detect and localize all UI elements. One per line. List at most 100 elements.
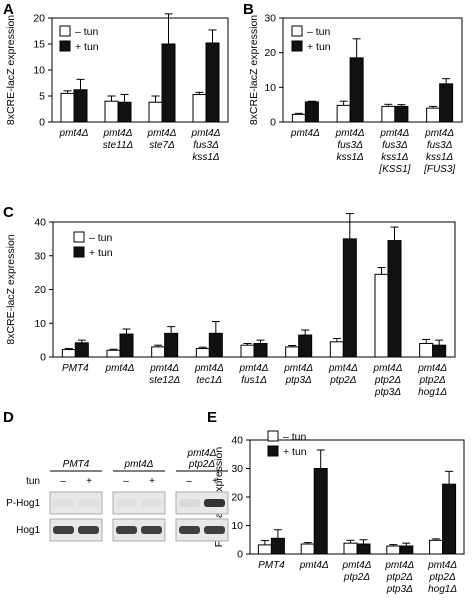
bar-plus-tun [342,238,357,358]
category-label: kss1Δ [336,152,364,163]
category-label: ptp3Δ [386,584,413,595]
blot-row-label: P-Hog1 [6,498,40,509]
lane-sign: + [212,476,218,487]
y-tick-label: 15 [33,39,45,51]
category-label: ptp2Δ [343,572,370,583]
category-label: ptp2Δ [429,572,456,583]
blot-band [116,499,137,507]
y-tick-label: 20 [231,492,243,504]
legend-swatch-minus [73,231,85,243]
category-label: kss1Δ [192,152,220,163]
bar-plus-tun [161,43,176,123]
category-label: pmt4Δ [149,363,179,374]
blot-group-label: pmt4Δ [124,459,154,470]
legend: – tun + tun [267,430,307,458]
legend-swatch-minus [267,430,279,442]
bar-plus-tun [313,468,328,555]
category-label: PMT4 [62,363,89,374]
bar-plus-tun [356,543,371,555]
category-label: fus1Δ [241,375,267,386]
blot-strip [49,518,103,542]
panel-letter-a: A [3,1,14,18]
y-tick-label: 0 [40,352,46,364]
bar-minus-tun [429,539,444,555]
legend: – tun + tun [59,25,99,53]
legend-label-plus: + tun [283,446,307,458]
blot-group-label: pmt4Δ [187,448,217,459]
lane-sign: + [86,476,92,487]
blot-band [53,526,74,534]
category-label: pmt4Δ [147,128,177,139]
category-label: pmt4Δ [373,363,403,374]
blot-band [204,526,225,534]
bar-plus-tun [442,483,457,555]
y-tick-label: 5 [39,91,45,103]
blot-group-label: PMT4 [63,459,90,470]
legend-swatch-plus [73,246,85,258]
bar-minus-tun [151,346,166,358]
category-label: ptp3Δ [285,375,312,386]
blot-band [141,499,162,507]
bar-minus-tun [104,100,119,123]
category-label: pmt4Δ [384,560,414,571]
bar-minus-tun [285,346,300,358]
y-axis-label: 8xCRE-lacZ expression [248,15,260,125]
category-label: ste11Δ [103,140,134,151]
bar-minus-tun [329,341,344,358]
bar-plus-tun [270,537,285,555]
category-label: pmt4Δ [194,363,224,374]
bar-minus-tun [426,107,441,123]
bar-minus-tun [300,543,315,555]
legend-label-minus: – tun [307,26,331,38]
bar-plus-tun [387,240,402,358]
legend-label-minus: – tun [89,232,113,244]
blot-band [204,499,225,507]
legend-label-plus: + tun [307,41,331,53]
bar-minus-tun [257,544,272,555]
legend-swatch-minus [291,25,303,37]
legend-label-minus: – tun [283,431,307,443]
bar-plus-tun [205,42,220,123]
category-label: pmt4Δ [299,560,329,571]
category-label: PMT4 [258,560,285,571]
bar-plus-tun [394,105,409,123]
y-tick-label: 10 [34,318,46,330]
bar-plus-tun [117,101,132,123]
y-tick-label: 10 [264,82,276,94]
category-label: pmt4Δ [417,363,447,374]
y-tick-label: 30 [34,250,46,262]
bar-plus-tun [432,344,447,358]
bar-minus-tun [343,542,358,555]
bar-plus-tun [119,333,134,358]
category-label: hog1Δ [418,387,447,398]
bar-minus-tun [148,101,163,123]
category-label: pmt4Δ [335,128,365,139]
bar-minus-tun [195,348,210,358]
category-label: hog1Δ [428,584,457,595]
bar-plus-tun [304,101,319,123]
category-label: fus3Δ [193,140,219,151]
blot-strip [175,491,229,515]
category-label: pmt4Δ [342,560,372,571]
blot-strip [49,491,103,515]
category-label: [FUS3] [423,164,455,175]
bar-plus-tun [73,89,88,123]
y-tick-label: 10 [231,520,243,532]
category-label: pmt4Δ [424,128,454,139]
y-axis-label: 8xCRE-lacZ expression [5,234,17,344]
category-label: pmt4Δ [103,128,133,139]
bar-minus-tun [61,349,76,358]
blot-band [78,526,99,534]
bar-minus-tun [60,92,75,123]
y-tick-label: 40 [231,435,243,447]
legend: – tun + tun [73,231,113,259]
blot-strip [112,518,166,542]
blot-strip [175,518,229,542]
y-tick-label: 20 [34,284,46,296]
category-label: fus3Δ [382,140,408,151]
blot-row-label: Hog1 [16,525,40,536]
legend-label-plus: + tun [89,247,113,259]
